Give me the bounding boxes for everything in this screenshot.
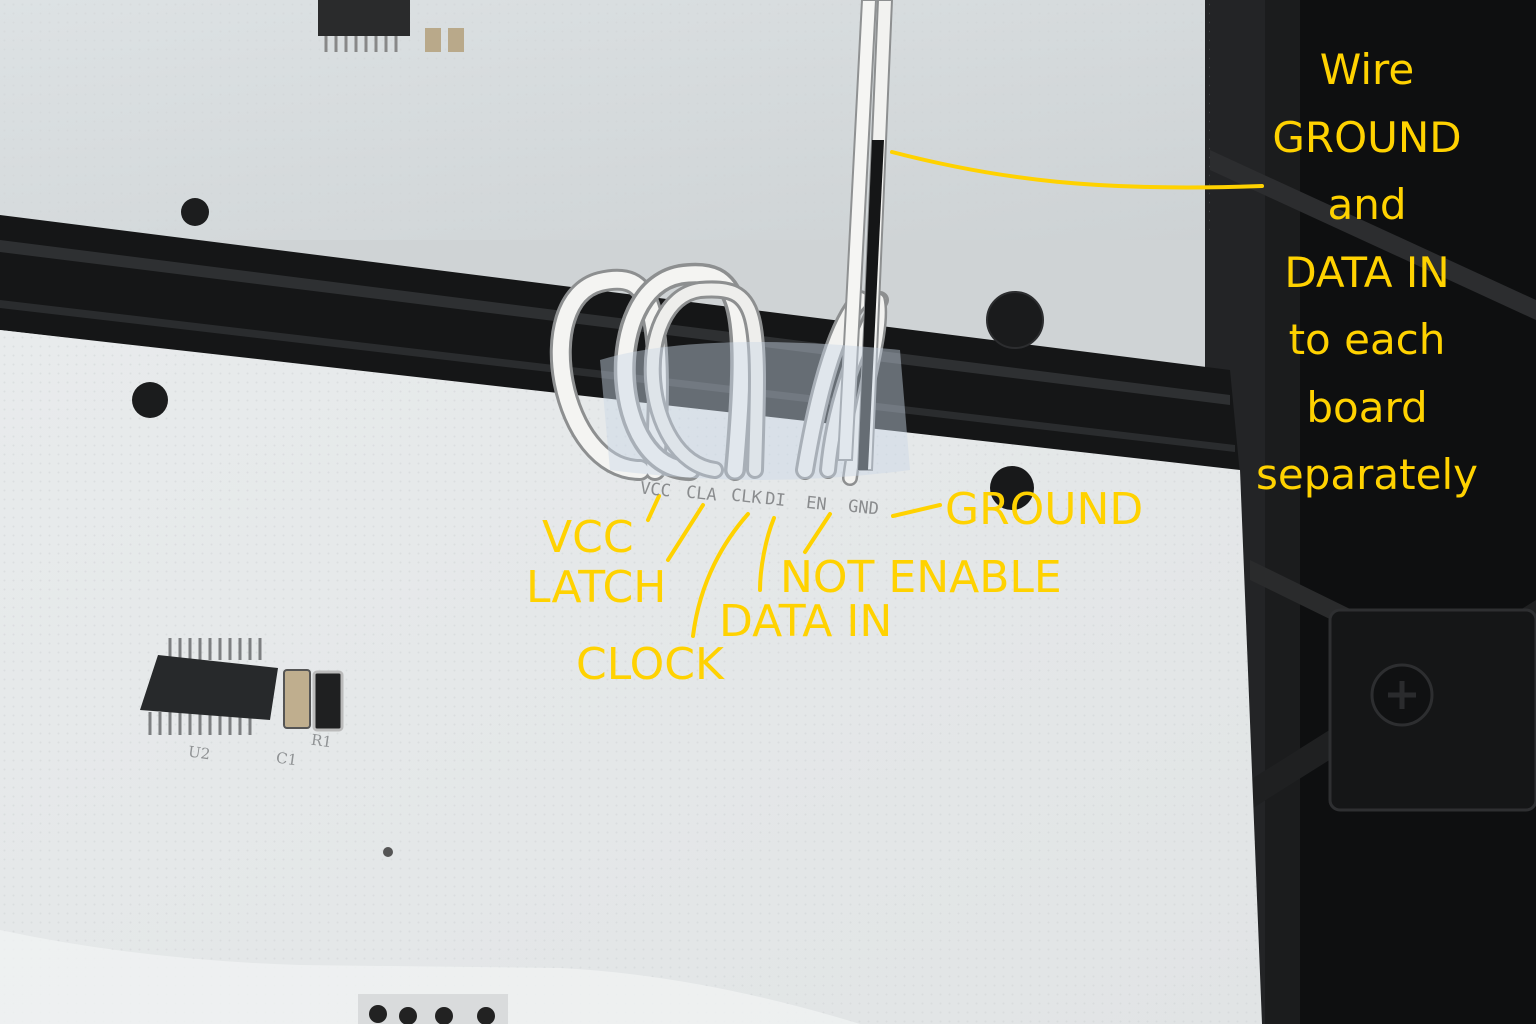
silk-pin-di: DI <box>764 488 787 512</box>
silk-pin-cla: CLA <box>685 482 718 506</box>
label-vcc: VCC <box>542 512 634 563</box>
note-line-4: DATA IN <box>1284 247 1450 297</box>
silk-pin-vcc: VCC <box>639 478 672 502</box>
silk-pin-clk: CLK <box>730 485 763 509</box>
ref-r1: R1 <box>309 730 334 752</box>
silk-pin-en: EN <box>805 492 828 516</box>
note-line-3: and <box>1327 180 1407 229</box>
chip-u2 <box>140 638 278 735</box>
ref-u2: U2 <box>186 742 212 764</box>
note-line-1: Wire <box>1319 45 1415 94</box>
upper-chip <box>318 0 410 36</box>
capacitor-c1 <box>283 669 311 729</box>
label-clock: CLOCK <box>576 639 724 690</box>
silk-pin-gnd: GND <box>847 496 880 520</box>
note-line-5: to each <box>1288 315 1446 364</box>
note-line-6: board <box>1306 382 1428 432</box>
label-not-enable: NOT ENABLE <box>780 552 1062 603</box>
pin-header <box>358 994 508 1024</box>
ground-data-wire <box>836 0 894 471</box>
note-line-2: GROUND <box>1272 112 1462 162</box>
leader-lines <box>646 150 1264 638</box>
ref-c1: C1 <box>274 748 299 770</box>
resistor-r1 <box>312 670 344 732</box>
label-ground: GROUND <box>945 484 1144 535</box>
note-line-7: separately <box>1256 450 1478 499</box>
label-latch: LATCH <box>526 562 667 613</box>
wiring-note: Wire GROUND and DATA IN to each board se… <box>1236 36 1498 509</box>
board-screw <box>132 382 168 418</box>
label-data-in: DATA IN <box>719 596 893 647</box>
